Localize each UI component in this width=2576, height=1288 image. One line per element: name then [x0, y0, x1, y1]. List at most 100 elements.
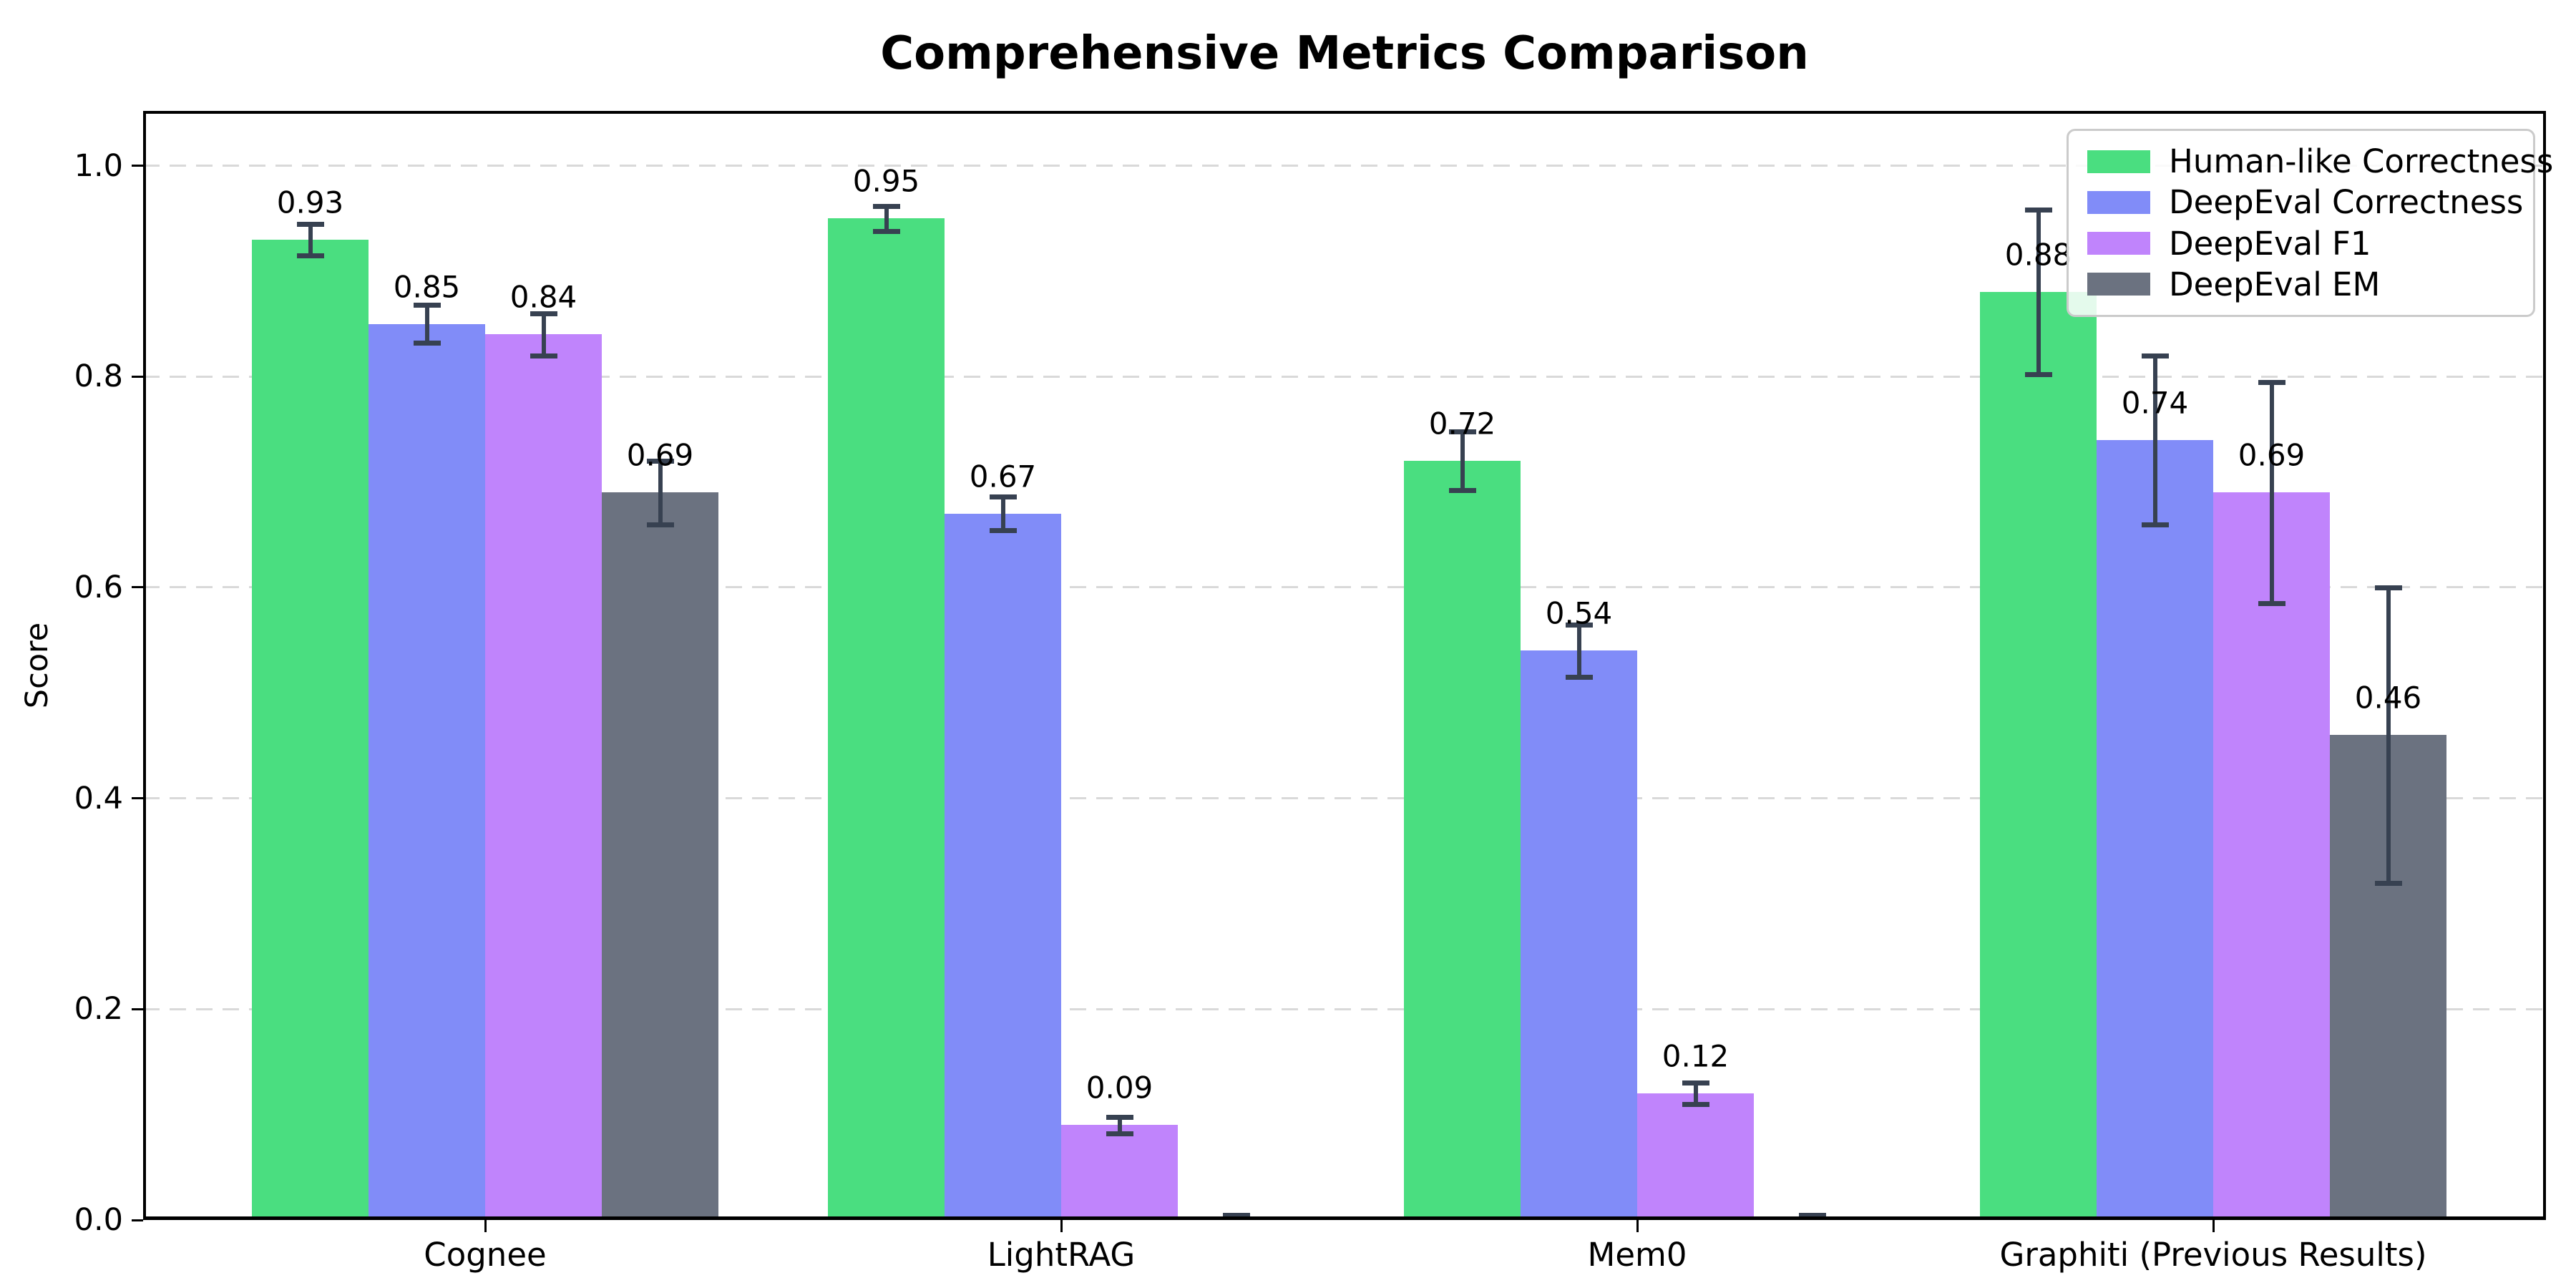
error-bar-cap-bottom [1682, 1101, 1709, 1107]
error-bar [884, 205, 889, 231]
bar-deepeval-f1 [1061, 1125, 1178, 1220]
bar-value-label: 0.84 [509, 279, 577, 315]
legend-label: DeepEval Correctness [2169, 183, 2524, 222]
error-bar [2152, 355, 2157, 525]
bar-human-like-correctness [828, 218, 945, 1220]
bar-value-label: 0.09 [1085, 1070, 1153, 1106]
x-tick [484, 1220, 487, 1232]
error-bar-cap-bottom [989, 528, 1017, 534]
legend-item: DeepEval F1 [2087, 225, 2514, 263]
spine-right [2543, 111, 2546, 1220]
spine-left [143, 111, 146, 1220]
error-bar [1460, 431, 1465, 491]
spine-top [143, 111, 2546, 114]
plot-area: 0.93 0.95 0.72 0.88 0.85 0.67 0.54 0.74 0.84 0.09… [74, 111, 2546, 1274]
gridline [143, 797, 2546, 800]
bar-deepeval-f1 [485, 334, 602, 1220]
error-bar-cap-top [530, 311, 557, 316]
spine-bottom [143, 1216, 2546, 1220]
bar-value-label: 0.46 [2354, 680, 2422, 716]
bar-deepeval-em [602, 492, 718, 1220]
x-tick-label: LightRAG [987, 1236, 1136, 1274]
x-tick-label: Graphiti (Previous Results) [1999, 1236, 2427, 1274]
error-bar-cap-bottom [2258, 601, 2285, 607]
error-bar-cap-bottom [646, 522, 674, 527]
legend: Human-like Correctness DeepEval Correctne… [2067, 129, 2553, 317]
x-tick-label: Cognee [424, 1236, 547, 1274]
gridline [143, 586, 2546, 589]
error-bar-cap-bottom [413, 341, 441, 346]
y-tick [132, 375, 143, 378]
error-bar-cap-top [1448, 429, 1476, 434]
gridline [143, 165, 2546, 167]
error-bar-cap-bottom [1106, 1131, 1133, 1137]
legend-swatch-icon [2087, 273, 2150, 296]
error-bar-cap-bottom [530, 353, 557, 358]
error-bar [2269, 381, 2274, 604]
legend-item: DeepEval Correctness [2087, 183, 2523, 221]
error-bar-cap-top [989, 494, 1017, 500]
y-tick-label: 1.0 [74, 147, 123, 184]
y-tick [132, 1008, 143, 1010]
legend-item: DeepEval EM [2087, 265, 2514, 303]
legend-label: DeepEval EM [2169, 265, 2381, 303]
error-bar-cap-top [1682, 1080, 1709, 1086]
legend-swatch-icon [2087, 150, 2150, 173]
error-bar [308, 223, 313, 255]
legend-swatch-icon [2087, 190, 2150, 214]
error-bar-cap-top [872, 203, 900, 209]
y-axis-label: Score [19, 622, 55, 709]
bar-value-label: 0.95 [852, 163, 920, 199]
bar-deepeval-correctness [1521, 650, 1637, 1220]
bar-value-label: 0.12 [1662, 1038, 1729, 1074]
error-bar [658, 461, 663, 525]
y-tick-label: 0.0 [74, 1202, 123, 1238]
bar-deepeval-f1 [2213, 492, 2330, 1220]
bar-deepeval-correctness [2097, 439, 2213, 1220]
error-bar-cap-top [2141, 353, 2169, 358]
error-bar [1117, 1116, 1122, 1134]
error-bar [1693, 1083, 1698, 1104]
x-tick [2212, 1220, 2215, 1232]
x-tick [1636, 1220, 1639, 1232]
error-bar-cap-bottom [1565, 675, 1593, 680]
bar-deepeval-f1 [1637, 1093, 1754, 1220]
error-bar-cap-top [1106, 1114, 1133, 1120]
error-bar [1000, 497, 1005, 531]
y-tick-label: 0.2 [74, 991, 123, 1028]
gridline [143, 375, 2546, 378]
error-bar-cap-top [413, 303, 441, 308]
error-bar [541, 313, 546, 356]
legend-swatch-icon [2087, 232, 2150, 255]
x-tick-label: Mem0 [1587, 1236, 1687, 1274]
error-bar-cap-bottom [1448, 488, 1476, 494]
gridline [143, 1008, 2546, 1010]
legend-label: DeepEval F1 [2169, 224, 2371, 263]
error-bar-cap-top [296, 221, 324, 227]
bar-value-label: 0.69 [2238, 437, 2306, 473]
error-bar-cap-top [2024, 208, 2052, 213]
y-tick-label: 0.6 [74, 569, 123, 605]
error-bar-cap-bottom [872, 228, 900, 234]
y-tick [132, 586, 143, 589]
error-bar-cap-top [2258, 379, 2285, 385]
error-bar-cap-top [646, 459, 674, 464]
error-bar-cap-top [2374, 585, 2402, 590]
y-tick-label: 0.8 [74, 358, 123, 395]
legend-item: Human-like Correctness [2087, 142, 2553, 180]
bar-value-label: 0.54 [1545, 595, 1613, 631]
bar-value-label: 0.93 [276, 185, 344, 220]
bar-deepeval-correctness [945, 513, 1061, 1220]
error-bar-cap-bottom [2141, 522, 2169, 527]
bar-human-like-correctness [1404, 461, 1521, 1220]
bar-value-label: 0.74 [2121, 385, 2189, 421]
error-bar [424, 305, 429, 343]
error-bar-cap-top [1222, 1212, 1250, 1218]
y-tick-label: 0.4 [74, 780, 123, 816]
y-tick [132, 797, 143, 800]
y-tick [132, 1219, 143, 1221]
bar-human-like-correctness [252, 239, 369, 1220]
x-tick [1060, 1220, 1063, 1232]
error-bar-cap-bottom [2024, 372, 2052, 378]
